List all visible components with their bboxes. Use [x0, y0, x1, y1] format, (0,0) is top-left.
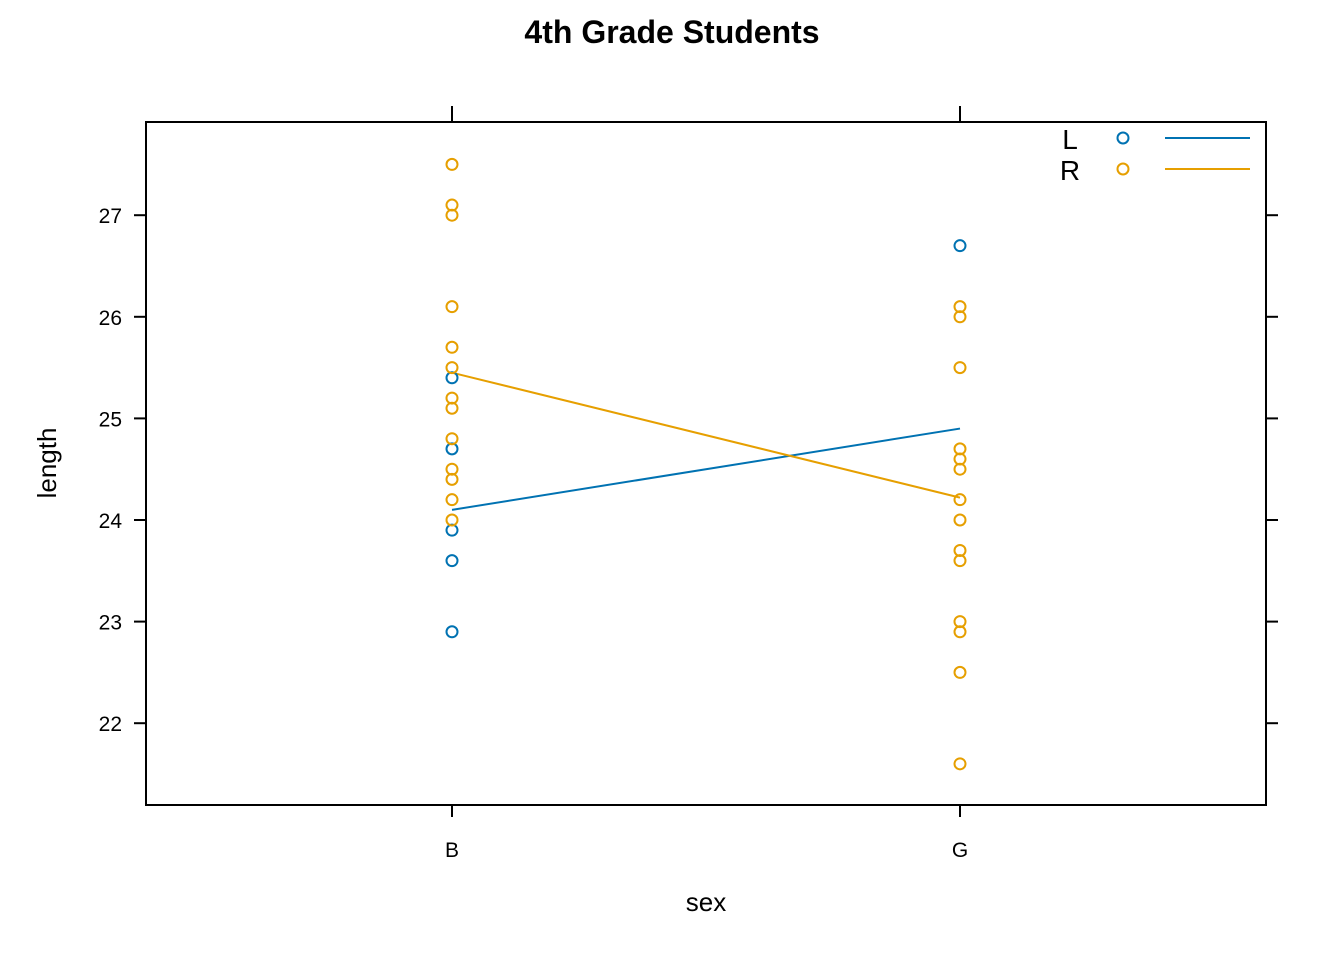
- legend-marker-r: [1116, 162, 1130, 176]
- y-tick-label: 23: [99, 612, 122, 635]
- series-line-l: [451, 427, 961, 511]
- data-point-r: [953, 310, 967, 324]
- data-point-r: [445, 493, 459, 507]
- y-tick-label: 22: [99, 713, 122, 736]
- y-tick-label: 27: [99, 205, 122, 228]
- y-tick-label: 24: [99, 510, 123, 533]
- legend-label-l: L: [1062, 124, 1078, 155]
- data-point-r: [445, 300, 459, 314]
- data-point-r: [953, 493, 967, 507]
- data-point-r: [953, 361, 967, 375]
- data-point-r: [445, 361, 459, 375]
- y-tick-label: 26: [99, 307, 122, 330]
- data-point-l: [445, 554, 459, 568]
- y-tick-label: 25: [99, 408, 122, 431]
- data-point-r: [445, 432, 459, 446]
- x-axis-label: sex: [686, 887, 726, 917]
- chart-title: 4th Grade Students: [524, 14, 819, 50]
- data-point-r: [953, 462, 967, 476]
- ticks-group: 22 23 24 25 26 27 B G: [99, 106, 1278, 862]
- data-point-r: [953, 554, 967, 568]
- data-point-r: [953, 665, 967, 679]
- data-point-r: [445, 340, 459, 354]
- data-point-l: [953, 239, 967, 253]
- series-points-group: [445, 157, 967, 771]
- x-tick-label: G: [952, 839, 968, 862]
- data-point-r: [445, 513, 459, 527]
- x-tick-label: B: [445, 839, 459, 862]
- data-point-r: [953, 625, 967, 639]
- data-point-r: [445, 157, 459, 171]
- data-point-r: [445, 472, 459, 486]
- data-point-r: [953, 757, 967, 771]
- data-point-r: [445, 401, 459, 415]
- plot-frame: [145, 121, 1267, 806]
- series-lines-group: [451, 371, 961, 511]
- y-axis-label: length: [32, 428, 62, 499]
- legend-marker-l: [1116, 131, 1130, 145]
- data-point-r: [953, 513, 967, 527]
- series-line-r: [451, 371, 961, 499]
- legend: LR: [1060, 124, 1250, 186]
- data-point-l: [445, 625, 459, 639]
- legend-label-r: R: [1060, 155, 1080, 186]
- data-point-r: [445, 208, 459, 222]
